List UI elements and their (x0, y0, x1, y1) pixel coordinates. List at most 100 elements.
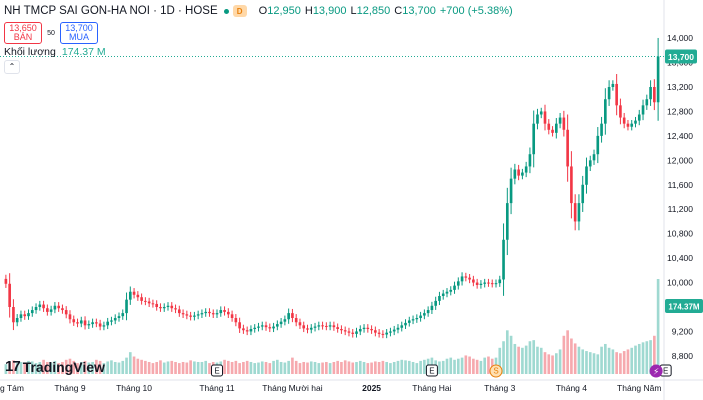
volume-bar (343, 360, 347, 374)
candle-body (110, 320, 113, 322)
candle-body (411, 319, 415, 321)
candle-body (325, 325, 328, 327)
candle-body (328, 325, 332, 327)
volume-bar (581, 349, 585, 374)
candle-body (291, 313, 294, 318)
candle-body (117, 316, 121, 318)
candle-body (98, 323, 102, 327)
volume-bar (419, 360, 422, 374)
event-marker-e[interactable]: E (425, 364, 438, 377)
event-marker-label: E (429, 367, 434, 376)
last-price-label: 13,700 (668, 52, 694, 62)
candle-body (215, 313, 219, 315)
volume-bar (438, 361, 441, 374)
high-label: H (304, 5, 313, 17)
candle-body (340, 329, 343, 331)
volume-bar (317, 363, 321, 374)
volume-legend[interactable]: Khối lượng 174.37 M (4, 46, 106, 58)
candle-body (634, 120, 637, 124)
volume-bar (532, 340, 536, 374)
volume-bar (325, 361, 328, 374)
volume-bar (204, 360, 208, 374)
buy-button[interactable]: 13,700 MUA (60, 22, 98, 44)
volume-bar (321, 362, 324, 374)
candle-body (468, 277, 471, 280)
candle-body (547, 123, 551, 130)
candle-body (426, 310, 430, 314)
event-marker-label: E (663, 367, 668, 376)
last-volume-label: 174.37M (668, 303, 699, 312)
collapse-legend-button[interactable]: ⌃ (4, 60, 20, 74)
volume-bar (121, 360, 125, 374)
candle-body (242, 328, 245, 331)
candle-body (355, 331, 358, 334)
candle-body (321, 325, 324, 327)
price-tick-label: 11,600 (668, 180, 694, 190)
time-tick-label: Tháng 3 (484, 383, 515, 393)
delayed-badge[interactable]: D (232, 5, 247, 17)
event-marker-s[interactable]: S (489, 364, 503, 378)
candle-body (562, 117, 566, 130)
candle-body (193, 315, 196, 317)
volume-bar (539, 347, 543, 374)
sell-button[interactable]: 13,650 BÁN (4, 22, 42, 44)
candle-body (162, 307, 166, 309)
volume-bar (377, 361, 381, 374)
volume-value: 174.37 M (61, 46, 106, 58)
candle-body (566, 129, 569, 167)
candle-body (449, 289, 453, 292)
volume-bar (347, 361, 351, 374)
volume-bar (328, 363, 332, 374)
volume-bar (366, 363, 370, 374)
volume-bar (181, 361, 185, 374)
volume-bar (49, 362, 53, 374)
volume-bar (468, 356, 471, 374)
change-value: +700 (+5.38%) (439, 5, 513, 17)
volume-bar (441, 360, 445, 374)
candle-body (377, 332, 381, 334)
candle-body (57, 305, 60, 309)
volume-bar (151, 363, 155, 374)
volume-bar (513, 343, 517, 374)
event-marker-label: S (493, 367, 498, 376)
volume-bar (298, 363, 302, 374)
volume-bar (351, 362, 355, 374)
time-tick-label: Tháng 4 (556, 383, 587, 393)
candle-body (12, 307, 15, 323)
symbol-title[interactable]: NH TMCP SAI GON-HA NOI · 1D · HOSE (4, 5, 218, 17)
candle-body (19, 314, 23, 318)
volume-bar (245, 360, 249, 374)
candle-body (30, 310, 34, 314)
volume-bar (407, 360, 411, 374)
volume-bar (249, 361, 253, 374)
volume-bar (53, 360, 57, 374)
candle-body (649, 87, 652, 100)
candle-body (200, 313, 204, 315)
volume-bar (336, 360, 339, 374)
volume-bar (479, 360, 483, 374)
candle-body (585, 166, 588, 185)
volume-bar (76, 363, 79, 374)
event-marker-e[interactable]: E (211, 364, 224, 377)
candle-body (626, 123, 630, 127)
volume-bar (592, 353, 596, 374)
candle-body (513, 169, 517, 179)
candle-body (385, 332, 388, 335)
candle-body (475, 282, 479, 285)
volume-bar (634, 345, 637, 374)
volume-bar (125, 357, 128, 374)
candle-body (68, 314, 72, 320)
candle-body (283, 319, 287, 322)
volume-bar (166, 361, 170, 374)
volume-bar (196, 361, 200, 374)
tradingview-logo[interactable]: 17 TradingView (5, 358, 105, 375)
price-tick-label: 14,000 (667, 33, 693, 43)
volume-bar (140, 359, 143, 374)
candle-body (630, 123, 634, 127)
volume-bar (464, 355, 468, 374)
price-tick-label: 11,200 (668, 204, 694, 214)
candle-body (155, 303, 159, 307)
candle-body (204, 311, 208, 314)
